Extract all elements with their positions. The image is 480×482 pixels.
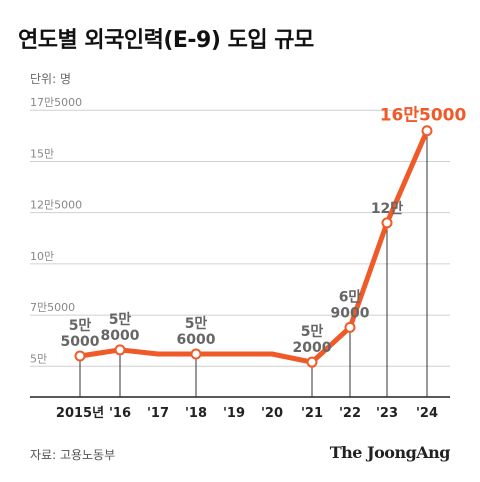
x-tick-label: '22 (339, 406, 361, 421)
data-point (74, 350, 86, 362)
source-note: 자료: 고용노동부 (30, 448, 116, 462)
x-tick-label: '21 (301, 406, 323, 421)
series-line (77, 128, 430, 365)
x-tick-label: '17 (147, 406, 169, 421)
data-label: 16만5000 (380, 106, 467, 126)
data-label: 6만 (339, 289, 362, 305)
data-label: 6000 (177, 332, 216, 348)
x-tick-label: '20 (261, 406, 283, 421)
data-label: 2000 (293, 340, 332, 356)
x-tick-label: '24 (416, 406, 438, 421)
y-tick-label: 10만 (30, 250, 54, 263)
y-tick-label: 7만5000 (30, 301, 75, 314)
x-tick-label: 2015년 (56, 406, 104, 421)
data-label: 8000 (101, 328, 140, 344)
data-label: 5만 (301, 324, 324, 340)
data-label: 5만 (185, 316, 208, 332)
data-point (190, 348, 202, 360)
y-tick-label: 12만5000 (30, 199, 82, 212)
data-point (344, 321, 356, 333)
data-point (114, 344, 126, 356)
x-tick-label: '16 (109, 406, 131, 421)
data-label: 5만 (109, 312, 132, 328)
data-label: 12만 (371, 201, 403, 217)
data-point (421, 125, 433, 137)
x-tick-label: '19 (223, 406, 245, 421)
unit-label: 단위: 명 (30, 72, 71, 86)
chart-title: 연도별 외국인력(E-9) 도입 규모 (18, 28, 314, 53)
data-label: 9000 (331, 305, 370, 321)
y-tick-label: 17만5000 (30, 96, 82, 109)
data-point (306, 356, 318, 368)
brand-logo: The JoongAng (329, 443, 451, 462)
y-tick-label: 15만 (30, 147, 54, 160)
y-tick-label: 5만 (30, 352, 47, 365)
x-tick-label: '18 (185, 406, 207, 421)
data-label: 5000 (61, 334, 100, 350)
data-point (381, 217, 393, 229)
x-tick-label: '23 (376, 406, 398, 421)
data-label: 5만 (69, 318, 92, 334)
